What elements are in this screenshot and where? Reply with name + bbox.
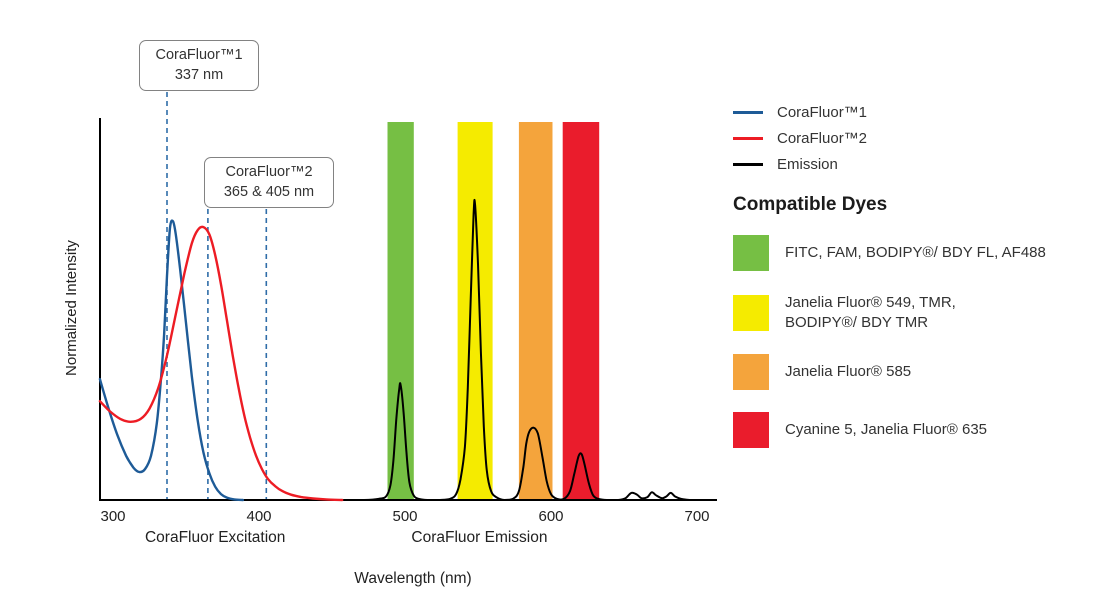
curve-corafluor1-excitation [98, 219, 245, 502]
filter-band-red [562, 122, 600, 500]
dye-color-swatch [733, 294, 769, 331]
compatible-dyes-heading: Compatible Dyes [733, 194, 888, 215]
x-tick-300: 300 [100, 508, 125, 525]
dye-item-green: FITC, FAM, BODIPY®/ BDY FL, AF488 [733, 235, 1108, 271]
legend-item-label: CoraFluor™2 [777, 130, 868, 147]
legend-line-swatch [733, 137, 763, 140]
y-axis-title: Normalized Intensity [63, 240, 80, 376]
x-tick-700: 700 [684, 508, 709, 525]
legend-item-corafluor2: CoraFluor™2 [733, 130, 1108, 147]
x-tick-500: 500 [392, 508, 417, 525]
dye-item-red: Cyanine 5, Janelia Fluor® 635 [733, 412, 1108, 448]
dye-color-swatch [733, 412, 769, 448]
x-section-label-1: CoraFluor Emission [411, 529, 547, 546]
dye-label-line1: FITC, FAM, BODIPY®/ BDY FL, AF488 [785, 244, 1046, 262]
spectra-chart: 300 400 500 600 700 CoraFluor Excitation CoraF… [63, 92, 717, 587]
dye-label-line1: Cyanine 5, Janelia Fluor® 635 [785, 421, 988, 439]
dye-label-line2: BODIPY®/ BDY TMR [785, 313, 929, 331]
filter-band-yellow [457, 122, 493, 500]
callout-value: 365 & 405 nm [223, 184, 315, 201]
dye-color-swatch [733, 235, 769, 271]
filter-band-orange [518, 122, 553, 500]
legend-item-label: CoraFluor™1 [777, 104, 868, 121]
callout-corafluor1-excitation: CoraFluor™1 337 nm [139, 40, 259, 91]
legend-item-emission: Emission [733, 156, 1108, 173]
legend-item-corafluor1: CoraFluor™1 [733, 104, 1108, 121]
legend-panel: CoraFluor™1 CoraFluor™2 Emission Compati… [733, 104, 1108, 470]
dye-label: Janelia Fluor® 585 [785, 362, 911, 382]
dye-label-line1: Janelia Fluor® 585 [785, 363, 912, 381]
callout-corafluor2-excitation: CoraFluor™2 365 & 405 nm [204, 157, 334, 208]
legend-line-swatch [733, 163, 763, 166]
curve-corafluor2-excitation [98, 225, 344, 502]
callout-title: CoraFluor™2 [225, 164, 313, 180]
dye-item-yellow: Janelia Fluor® 549, TMR, BODIPY®/ BDY TM… [733, 293, 1108, 332]
legend-item-label: Emission [777, 156, 838, 173]
dye-item-orange: Janelia Fluor® 585 [733, 354, 1108, 390]
callout-title: CoraFluor™1 [155, 47, 243, 63]
x-section-label-0: CoraFluor Excitation [145, 529, 285, 546]
dye-label: FITC, FAM, BODIPY®/ BDY FL, AF488 [785, 243, 1046, 263]
callout-value: 337 nm [174, 67, 224, 84]
dye-label: Cyanine 5, Janelia Fluor® 635 [785, 420, 987, 440]
x-tick-400: 400 [246, 508, 271, 525]
dye-label-line1: Janelia Fluor® 549, TMR, [785, 294, 956, 311]
legend-line-swatch [733, 111, 763, 114]
x-tick-600: 600 [538, 508, 563, 525]
x-axis-title: Wavelength (nm) [354, 570, 471, 587]
filter-band-green [387, 122, 414, 500]
curve-emission [348, 198, 694, 502]
dye-color-swatch [733, 354, 769, 390]
dye-label: Janelia Fluor® 549, TMR, BODIPY®/ BDY TM… [785, 293, 956, 332]
